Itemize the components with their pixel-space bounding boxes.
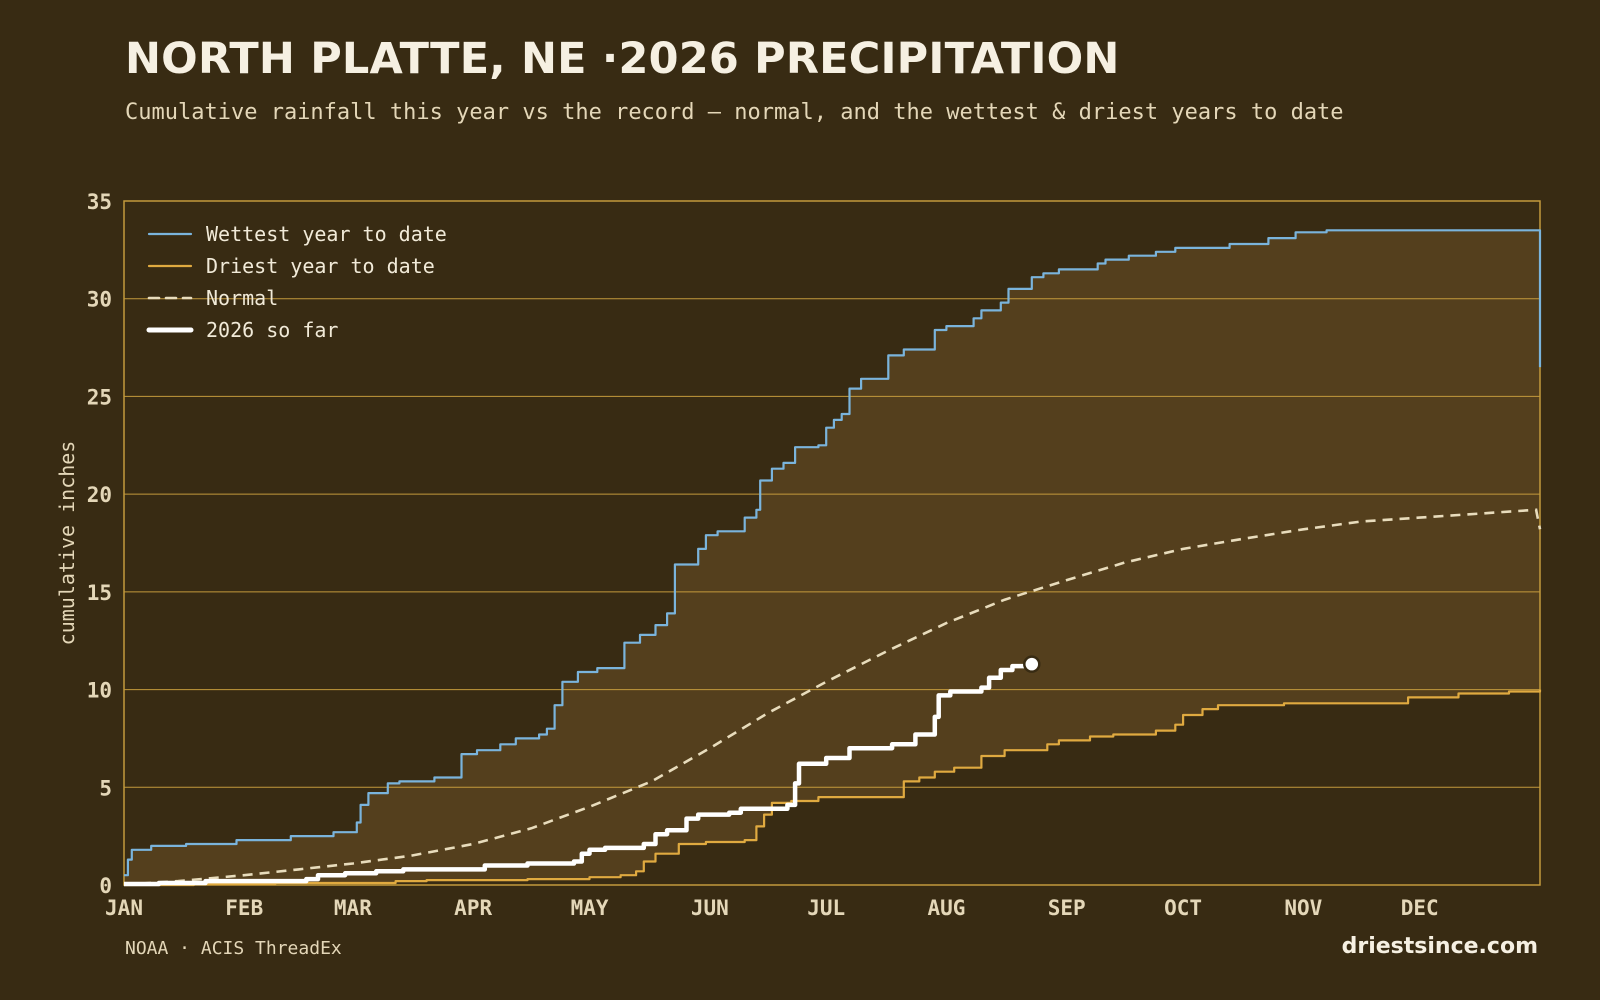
current-value-marker	[1023, 655, 1041, 673]
legend-label-wettest: Wettest year to date	[206, 222, 447, 246]
series-current-year-line	[124, 663, 1035, 887]
page-title: NORTH PLATTE, NE ·2026 PRECIPITATION	[125, 34, 1120, 84]
x-tick-label-mar: MAR	[334, 896, 372, 920]
page-subtitle: Cumulative rainfall this year vs the rec…	[125, 100, 1344, 125]
x-tick-label-oct: OCT	[1164, 896, 1202, 920]
y-tick-label: 0	[99, 874, 112, 898]
series-normal-line	[123, 508, 1542, 886]
legend-label-current-year: 2026 so far	[206, 318, 338, 342]
x-tick-label-jul: JUL	[807, 896, 845, 920]
data-source: NOAA · ACIS ThreadEx	[125, 938, 342, 959]
y-tick-label: 20	[87, 483, 112, 507]
x-tick-label-aug: AUG	[927, 896, 965, 920]
legend-label-normal: Normal	[206, 286, 278, 310]
legend-label-driest: Driest year to date	[206, 254, 435, 278]
y-tick-label: 30	[87, 288, 112, 312]
y-axis-label: cumulative inches	[55, 441, 79, 646]
y-tick-label: 25	[87, 385, 112, 409]
x-tick-label-dec: DEC	[1401, 896, 1439, 920]
plot-frame	[123, 200, 1541, 886]
y-tick-label: 15	[87, 581, 112, 605]
y-tick-label: 5	[99, 776, 112, 800]
x-tick-label-jun: JUN	[691, 896, 729, 920]
series-wettest-line	[124, 229, 1542, 877]
x-tick-label-apr: APR	[454, 896, 492, 920]
record-range-band	[124, 230, 1540, 886]
y-tick-label: 10	[87, 679, 112, 703]
x-tick-label-may: MAY	[571, 896, 609, 920]
y-tick-label: 35	[87, 190, 112, 214]
series-driest-line	[124, 689, 1542, 887]
x-tick-label-jan: JAN	[105, 896, 143, 920]
x-tick-label-nov: NOV	[1284, 896, 1322, 920]
x-tick-label-feb: FEB	[225, 896, 263, 920]
brand-link[interactable]: driestsince.com	[1341, 934, 1538, 959]
x-tick-label-sep: SEP	[1048, 896, 1086, 920]
